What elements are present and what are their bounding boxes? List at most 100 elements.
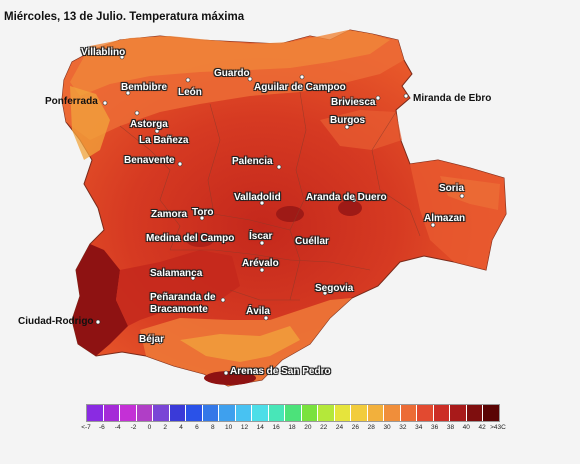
city-label: Cuéllar [295, 236, 329, 247]
map-title: Miércoles, 13 de Julio. Temperatura máxi… [4, 11, 245, 23]
city-label: Ponferrada [45, 96, 98, 107]
city-dot [322, 290, 328, 296]
temperature-map [61, 29, 507, 387]
city-dot [459, 193, 465, 199]
city-dot [157, 339, 163, 345]
city-label: León [178, 87, 202, 98]
city-dot [199, 215, 205, 221]
legend-swatch [334, 405, 352, 421]
legend-swatch [450, 405, 467, 421]
legend-swatch [252, 405, 269, 421]
city-label: Ávila [246, 306, 270, 317]
legend-swatch [384, 405, 401, 421]
legend-tick-label: <-7 [81, 424, 91, 431]
city-label: Guardo [214, 68, 250, 79]
city-dot [134, 110, 140, 116]
legend-tick-label: -2 [130, 424, 137, 431]
city-label: Aguilar de Campoo [254, 82, 346, 93]
city-label: Villablino [81, 47, 126, 58]
legend-swatch [318, 405, 335, 421]
legend-swatch [186, 405, 203, 421]
city-label: Peñaranda de [150, 292, 216, 303]
legend-tick-label: 38 [446, 424, 455, 431]
city-dot [430, 222, 436, 228]
city-label: Arévalo [242, 258, 279, 269]
legend-swatch [103, 405, 121, 421]
legend-tick-label: 32 [399, 424, 407, 431]
city-dot [259, 240, 265, 246]
city-dot [259, 267, 265, 273]
city-dot [190, 275, 196, 281]
legend-tick-label: 24 [335, 424, 344, 431]
city-dot [119, 54, 125, 60]
city-dot [263, 315, 269, 321]
legend-swatch [153, 405, 170, 421]
city-dot [177, 213, 183, 219]
city-dot [125, 90, 131, 96]
city-label: Palencia [232, 156, 273, 167]
city-label: Briviesca [331, 97, 376, 108]
city-dot [227, 236, 233, 242]
legend-tick-label: 12 [240, 424, 249, 431]
legend-swatch [87, 405, 104, 421]
city-markers [95, 54, 465, 376]
legend-swatch [169, 405, 187, 421]
city-label: Ciudad-Rodrigo [18, 316, 94, 327]
city-dot [223, 370, 229, 376]
legend-tick-label: 0 [147, 424, 152, 431]
temperature-legend [86, 404, 500, 422]
legend-swatch [433, 405, 451, 421]
city-dot [154, 128, 160, 134]
legend-tick-label: 28 [367, 424, 375, 431]
legend-swatch [351, 405, 368, 421]
legend-tick-label: 40 [462, 424, 470, 431]
city-label: Segovia [315, 283, 354, 294]
city-dot [344, 124, 350, 130]
city-label: Benavente [124, 155, 175, 166]
legend-tick-label: 10 [224, 424, 233, 431]
city-label: Arenas de San Pedro [230, 366, 331, 377]
legend-swatch [285, 405, 302, 421]
legend-swatch [367, 405, 385, 421]
city-label: Zamora [151, 209, 188, 220]
city-dot [177, 161, 183, 167]
city-label: Íscar [249, 231, 273, 242]
legend-tick-label: 16 [272, 424, 280, 431]
city-dot [276, 164, 282, 170]
city-label: Astorga [130, 119, 168, 130]
legend-tick-label: 36 [430, 424, 439, 431]
city-label: Almazan [424, 213, 466, 224]
legend-tick-label: 2 [163, 424, 168, 431]
city-label: Bembibre [121, 82, 168, 93]
city-dot [102, 100, 108, 106]
legend-swatch [301, 405, 319, 421]
city-label: Toro [192, 207, 214, 218]
city-dot [375, 95, 381, 101]
legend-swatch [400, 405, 418, 421]
city-label: Valladolid [234, 192, 281, 203]
legend-tick-label: >43C [490, 424, 506, 431]
city-dot [185, 77, 191, 83]
city-dot [95, 319, 101, 325]
legend-tick-label: 4 [179, 424, 183, 431]
city-dot [297, 240, 303, 246]
legend-swatch [417, 405, 434, 421]
city-label: Soria [439, 183, 465, 194]
city-dot [220, 297, 226, 303]
legend-swatch [268, 405, 286, 421]
city-label: Aranda de Duero [306, 192, 387, 203]
legend-tick-label: 14 [256, 424, 264, 431]
legend-swatch [202, 405, 220, 421]
legend-swatch [235, 405, 253, 421]
city-label: Bracamonte [150, 304, 208, 315]
city-dot [247, 76, 253, 82]
city-label: Miranda de Ebro [413, 93, 492, 104]
legend-tick-label: 8 [210, 424, 215, 431]
city-dot [403, 93, 409, 99]
city-label: Medina del Campo [146, 233, 235, 244]
legend-tick-label: 26 [351, 424, 359, 431]
legend-tick-label: 42 [478, 424, 486, 431]
legend-tick-labels: <-7 -6 -4 -2 0 2 4 6 8 10 12 14 16 18 20 22 24 26 28 30 32 34… [81, 424, 506, 434]
city-label: Burgos [330, 115, 365, 126]
city-label: Béjar [139, 334, 165, 345]
